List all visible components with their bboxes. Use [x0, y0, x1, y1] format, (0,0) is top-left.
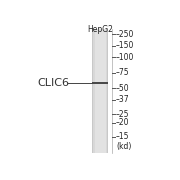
Text: –100: –100 — [115, 53, 134, 62]
Text: HepG2: HepG2 — [87, 25, 113, 34]
Text: –37: –37 — [115, 95, 129, 104]
Text: (kd): (kd) — [117, 142, 132, 151]
Bar — [92, 28, 108, 153]
Text: –25: –25 — [115, 110, 129, 119]
Text: CLIC6: CLIC6 — [37, 78, 69, 88]
Bar — [95, 28, 105, 153]
Text: –15: –15 — [115, 132, 129, 141]
Bar — [93, 28, 107, 153]
Text: –20: –20 — [115, 118, 129, 127]
Text: –50: –50 — [115, 84, 129, 93]
Text: –250: –250 — [115, 30, 134, 39]
Bar — [92, 82, 108, 84]
Text: –150: –150 — [115, 41, 134, 50]
Text: –75: –75 — [115, 68, 129, 77]
